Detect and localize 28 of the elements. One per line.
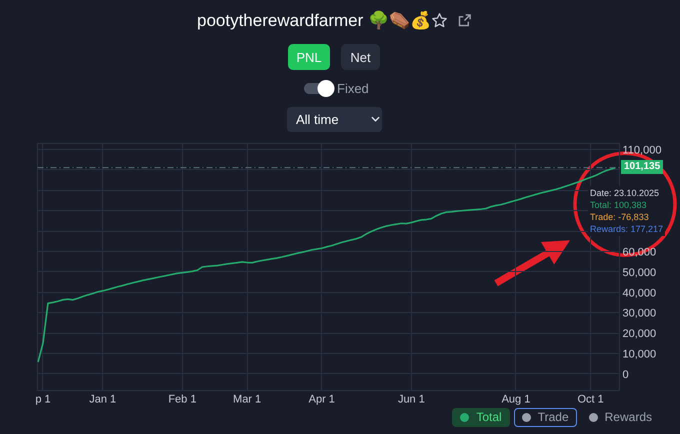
x-tick-label: Mar 1 <box>233 394 262 406</box>
text: Fixed <box>337 80 369 98</box>
y-tick-label: 110,000 <box>622 144 662 157</box>
annotation: Rewards: 177,217 <box>590 223 664 236</box>
y-tick-label: 30,000 <box>622 308 656 320</box>
x-tick-label: Oct 1 <box>577 394 604 406</box>
y-tick-label: 10,000 <box>622 348 656 360</box>
chart-title: pootytherewardfarmer 🌳⚰💰 <box>197 10 432 32</box>
ref-line-label: 101,135 <box>621 160 664 174</box>
x-tick-label: Jun 1 <box>398 394 425 406</box>
annotation: Total: 100,383 <box>590 199 648 212</box>
text: PNL <box>288 44 330 70</box>
text: All time <box>296 111 339 129</box>
x-tick-label: Jan 1 <box>89 394 116 406</box>
annotation: Trade: -76,833 <box>590 211 650 224</box>
y-tick-label: 50,000 <box>622 266 656 279</box>
annotation: Date: 23.10.2025 <box>590 187 660 200</box>
y-tick-label: 40,000 <box>622 287 656 300</box>
y-tick-label: 20,000 <box>622 328 656 340</box>
x-tick-label: Apr 1 <box>308 394 335 406</box>
text: Net <box>341 44 380 70</box>
x-tick-label: p 1 <box>35 394 51 406</box>
legend-label: Rewards <box>604 409 652 426</box>
legend-label: Trade <box>538 409 569 426</box>
y-tick-label: 0 <box>622 368 629 381</box>
x-tick-label: Feb 1 <box>168 394 196 406</box>
legend-label: Total <box>476 409 502 426</box>
x-tick-label: Aug 1 <box>502 394 530 406</box>
